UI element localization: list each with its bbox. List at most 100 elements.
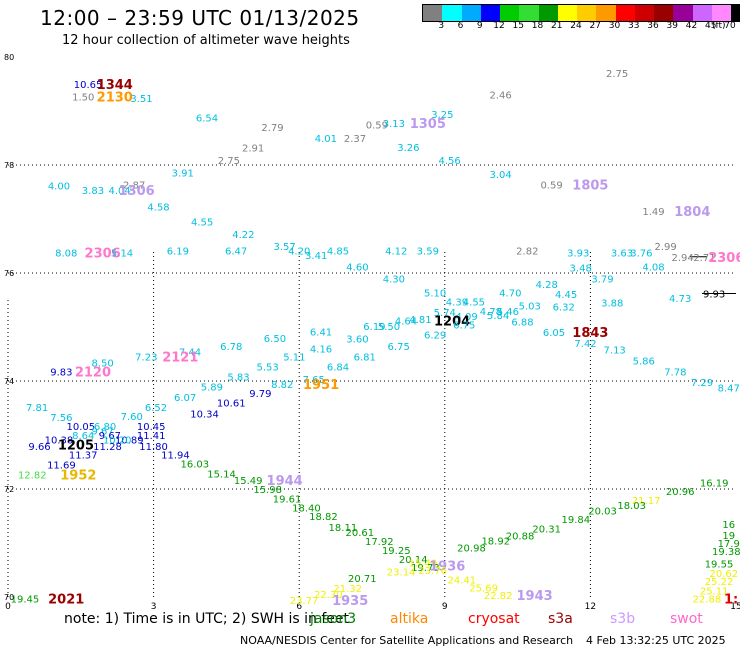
wave-height-label: 5.50: [378, 322, 400, 333]
wave-height-label: 11.28: [93, 442, 122, 453]
color-swatch: [731, 5, 740, 21]
color-swatch: [673, 5, 693, 21]
wave-height-label: 2.75: [606, 69, 628, 80]
pass-time-label: 1944: [267, 474, 303, 489]
wave-height-label: 4.39: [446, 298, 468, 309]
wave-height-label: 4.81: [409, 315, 431, 326]
wave-height-label: 2.82: [516, 246, 538, 257]
wave-height-label: 4.70: [499, 288, 521, 299]
pass-time-label: 1:: [724, 593, 738, 608]
wave-height-label: 3.48: [570, 264, 592, 275]
legend-cryosat: cryosat: [468, 611, 520, 627]
wave-height-label: 3.93: [567, 248, 589, 259]
wave-height-label: 4.60: [346, 263, 368, 274]
wave-height-label: 12.82: [18, 470, 47, 481]
wave-height-label: 5.84: [487, 311, 509, 322]
wave-height-label: 19.61: [273, 495, 302, 506]
pass-time-label: 1805: [572, 178, 608, 193]
color-legend-label: 18: [531, 21, 544, 31]
wave-height-label: 25.69: [469, 583, 498, 594]
wave-height-label: 22.30: [314, 590, 343, 601]
color-legend-label: 21: [551, 21, 563, 31]
wave-height-label: 22.88: [693, 595, 722, 606]
legend-s3a: s3a: [548, 611, 573, 627]
wave-height-label: 10.20: [103, 435, 132, 446]
wave-height-label: 16: [722, 520, 735, 531]
legend-altika: altika: [390, 611, 429, 627]
wave-height-label: 18.03: [617, 501, 646, 512]
color-legend-label: 70: [724, 21, 736, 31]
color-legend-label: 36: [647, 21, 659, 31]
y-tick-label: 80: [4, 53, 14, 62]
wave-height-label: 25.11: [700, 587, 729, 598]
wave-height-label: 2.46: [489, 90, 511, 101]
wave-height-label: 5.83: [227, 373, 249, 384]
color-swatch: [596, 5, 616, 21]
color-swatch: [577, 5, 597, 21]
pass-time-label: 2130: [97, 90, 133, 105]
wave-height-label: 4.64: [395, 317, 417, 328]
y-tick-label: 70: [4, 593, 14, 602]
color-swatch: [557, 5, 577, 21]
wave-height-label: 2.75: [218, 156, 240, 167]
wave-height-label: 21.32: [333, 584, 362, 595]
page-subtitle: 12 hour collection of altimeter wave hei…: [62, 33, 350, 48]
wave-height-label: 20.62: [710, 569, 739, 580]
wave-height-label: 8.08: [55, 248, 77, 259]
wave-height-label: 2.91: [242, 144, 264, 155]
wave-height-label: 11.94: [161, 450, 190, 461]
wave-height-label: 3.04: [489, 170, 511, 181]
color-legend-label: 3: [438, 21, 445, 31]
wave-height-label: 18.82: [309, 512, 338, 523]
wave-height-label: 17.92: [365, 537, 394, 548]
wave-height-label: 3.91: [172, 169, 194, 180]
pass-time-label: 2306: [85, 246, 121, 261]
wave-height-label: 15.49: [234, 476, 263, 487]
wave-height-label: 19.38: [712, 547, 740, 558]
wave-height-label: 2.87: [123, 180, 145, 191]
color-legend-label: 33: [628, 21, 640, 31]
wave-height-label: 9.67: [92, 427, 114, 438]
pass-time-label: 2121: [162, 351, 198, 366]
wave-height-label: 10.34: [190, 409, 219, 420]
wave-height-label: 25.22: [705, 577, 734, 588]
wave-height-label: 18.40: [292, 503, 321, 514]
wave-height-label: 3.57: [274, 242, 296, 253]
wave-height-label: 6.41: [310, 327, 332, 338]
wave-height-label: 9.83: [50, 367, 72, 378]
wave-height-label: 6.05: [543, 328, 565, 339]
wave-height-label: 4.22: [232, 230, 254, 241]
wave-height-label: 6.52: [145, 403, 167, 414]
color-legend-label: 6: [457, 21, 464, 31]
wave-height-label: 23.77: [290, 596, 319, 607]
wave-height-label: 8.64: [72, 431, 94, 442]
wave-height-label: 4.01: [315, 134, 337, 145]
wave-height-label: 4.58: [147, 203, 169, 214]
wave-height-label: 4.78: [480, 307, 502, 318]
wave-height-label: 9.79: [249, 389, 271, 400]
wave-height-label: 20.61: [346, 528, 375, 539]
wave-height-label: 10.65: [74, 80, 103, 91]
wave-height-label: 4.30: [383, 274, 405, 285]
color-legend-label: 45: [705, 21, 717, 31]
wave-height-label: 10.38: [45, 435, 74, 446]
legend-jason3: jason3: [310, 611, 357, 627]
color-swatch: [480, 5, 500, 21]
pass-time-label: 2021: [48, 593, 84, 608]
color-swatch: [461, 5, 481, 21]
wave-height-label: 4.55: [463, 298, 485, 309]
wave-height-label: 4.08: [642, 263, 664, 274]
wave-height-label: 9.66: [28, 442, 50, 453]
wave-height-label: 2.94: [671, 253, 693, 264]
legend-swot: swot: [670, 611, 703, 627]
wave-height-label: 10.05: [66, 422, 95, 433]
pass-time-label: 1305: [410, 117, 446, 132]
color-swatch: [615, 5, 635, 21]
wave-height-label: 2.79: [261, 123, 283, 134]
axes: 0 3 6 9 12 15 70 72 74 76 78 80: [4, 53, 740, 612]
wave-height-label: 20.98: [457, 543, 486, 554]
wave-height-label: 0.59: [540, 180, 562, 191]
wave-height-label: 3.63: [611, 248, 633, 259]
legend-s3b: s3b: [610, 611, 636, 627]
pass-time-label: 1943: [516, 589, 552, 604]
